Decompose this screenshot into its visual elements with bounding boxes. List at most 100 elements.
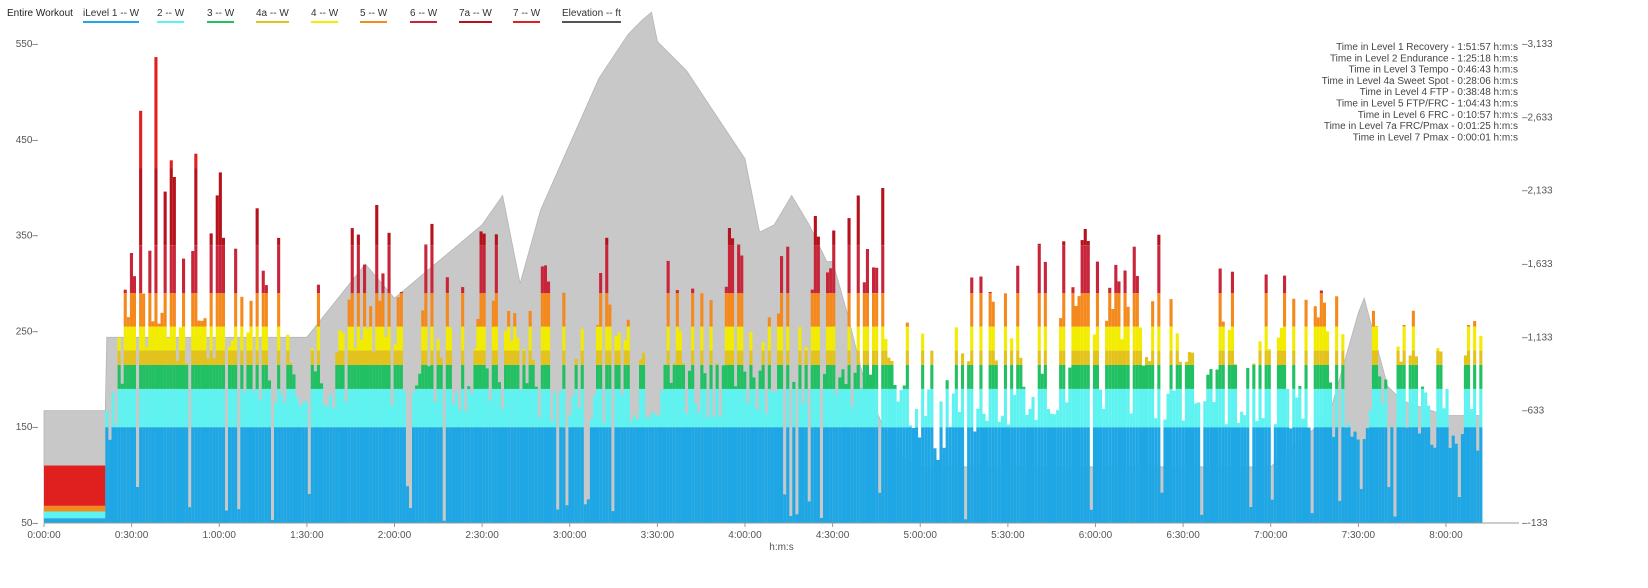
power-bar-segment [1203, 427, 1207, 523]
power-bar-segment [461, 364, 465, 389]
power-bar-segment [859, 388, 863, 428]
power-bar-segment [197, 350, 201, 365]
power-bar-segment [436, 364, 440, 389]
power-bar-segment [163, 388, 167, 428]
power-bar-segment [240, 388, 244, 428]
power-bar-segment [856, 245, 860, 294]
power-bar-segment [359, 339, 363, 351]
power-bar-segment [1157, 326, 1161, 351]
power-bar-segment [513, 427, 517, 523]
power-bar-segment [792, 388, 796, 428]
legend-item-level4[interactable]: 4 -- W [311, 8, 339, 23]
power-bar-segment [1396, 388, 1400, 428]
power-bar-segment [1362, 439, 1366, 523]
power-bar-segment [1322, 364, 1326, 389]
legend-item-level7a[interactable]: 7a -- W [459, 8, 492, 23]
power-bar-segment [356, 350, 360, 365]
power-bar-segment [191, 293, 195, 327]
power-bar-segment [1059, 326, 1063, 351]
power-bar-segment [1148, 427, 1152, 523]
power-bar-segment [353, 350, 357, 365]
power-bar-segment [482, 350, 486, 365]
power-bar-segment [424, 364, 428, 389]
power-bar-segment [608, 350, 612, 365]
power-bar-segment [777, 350, 781, 365]
power-bar-segment [737, 388, 741, 428]
power-bar-segment [1267, 427, 1271, 523]
power-bar-segment [1264, 388, 1268, 428]
legend-item-elevation[interactable]: Elevation -- ft [562, 8, 621, 23]
power-bar-segment [540, 364, 544, 389]
power-bar-segment [209, 427, 213, 523]
power-bar-segment [1399, 364, 1403, 389]
legend-item-level7[interactable]: 7 -- W [513, 8, 541, 23]
power-bar-segment [363, 364, 367, 389]
power-bar-segment [289, 363, 293, 365]
legend-item-level2[interactable]: 2 -- W [157, 8, 185, 23]
power-bar-segment [777, 313, 781, 327]
power-bar-segment [283, 427, 287, 523]
power-bar-segment [1013, 395, 1017, 428]
power-bar-segment [829, 326, 833, 351]
power-bar-segment [939, 401, 943, 428]
power-bar-segment [780, 388, 784, 428]
power-bar-segment [188, 507, 192, 523]
power-bar-segment [123, 289, 127, 294]
power-bar-segment [1172, 390, 1176, 428]
power-bar-segment [1175, 350, 1179, 365]
power-bar-segment [596, 388, 600, 428]
power-bar-segment [384, 388, 388, 428]
power-bar-segment [1071, 364, 1075, 389]
power-bar-segment [396, 364, 400, 389]
legend-item-level4a[interactable]: 4a -- W [256, 8, 289, 23]
power-bar-segment [1120, 388, 1124, 428]
power-bar-segment [482, 388, 486, 428]
legend-item-level3[interactable]: 3 -- W [207, 8, 235, 23]
power-bar-segment [614, 336, 618, 351]
power-bar-segment [491, 388, 495, 428]
power-bar-segment [1135, 350, 1139, 365]
power-bar-segment [335, 352, 339, 365]
power-bar-segment [402, 390, 406, 428]
power-bar-segment [114, 424, 118, 428]
power-bar-segment [151, 388, 155, 428]
power-bar-segment [841, 369, 845, 389]
power-bar-segment [642, 427, 646, 523]
power-bar-segment [381, 293, 385, 327]
power-bar-segment [445, 350, 449, 365]
power-bar-segment [1215, 427, 1219, 523]
power-bar-segment [1313, 388, 1317, 428]
power-bar-segment [1286, 427, 1290, 523]
power-bar-segment [1209, 388, 1213, 428]
power-bar-segment [865, 427, 869, 523]
power-bar-segment [433, 402, 437, 428]
power-bar-segment [657, 427, 661, 523]
power-bar-segment [976, 427, 980, 523]
power-bar-segment [881, 388, 885, 428]
power-bar-segment [375, 293, 379, 327]
power-bar-segment [727, 388, 731, 428]
power-bar-segment [1126, 427, 1130, 523]
power-bar-segment [764, 427, 768, 523]
power-bar-segment [596, 325, 600, 327]
power-bar-segment [593, 395, 597, 428]
legend-item-level1[interactable]: iLevel 1 -- W [83, 8, 140, 23]
power-bar-segment [752, 377, 756, 389]
power-bar-segment [571, 427, 575, 523]
power-bar-segment [1246, 388, 1250, 428]
power-bar-segment [1126, 326, 1130, 351]
power-bar-segment [387, 293, 391, 327]
power-bar-segment [476, 350, 480, 365]
power-bar-segment [1454, 443, 1458, 523]
power-bar-segment [1178, 388, 1182, 428]
power-bar-segment [844, 427, 848, 523]
power-bar-segment [504, 350, 508, 365]
power-bar-segment [1283, 293, 1287, 327]
power-bar-segment [1470, 427, 1474, 523]
power-bar-segment [1283, 427, 1287, 523]
power-bar-segment [243, 392, 247, 428]
legend-item-level5[interactable]: 5 -- W [360, 8, 388, 23]
legend-item-level6[interactable]: 6 -- W [410, 8, 438, 23]
power-bar-segment [970, 388, 974, 428]
